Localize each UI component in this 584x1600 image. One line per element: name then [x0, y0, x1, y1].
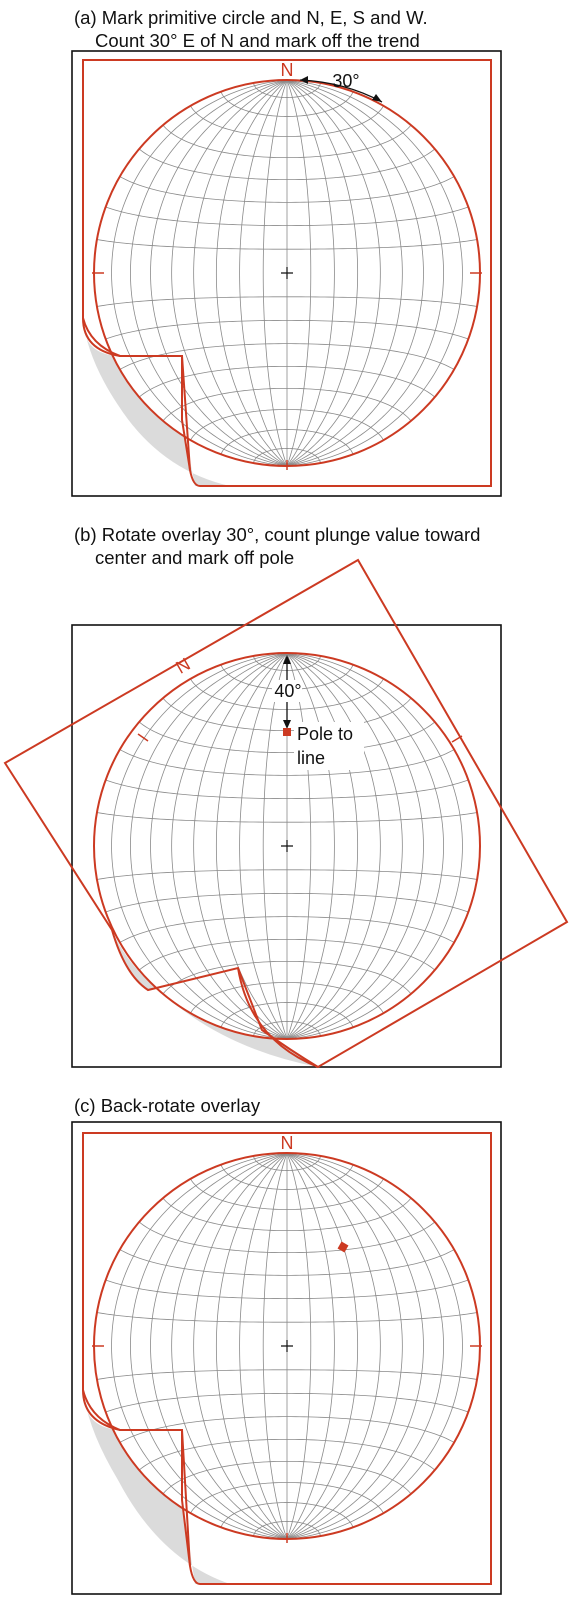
net-small-circle [96, 869, 478, 880]
net-small-circle [190, 1178, 384, 1210]
center-cross-a [281, 267, 293, 279]
tick-b-1 [137, 733, 149, 742]
net-small-circle [119, 749, 455, 776]
net-small-circle [253, 1021, 321, 1037]
net-small-circle [96, 812, 478, 823]
north-label-c: N [281, 1133, 294, 1153]
center-cross-c [281, 1340, 293, 1352]
caption-a: (a) Mark primitive circle and N, E, S an… [74, 6, 428, 52]
overlay-outline-c [82, 1132, 492, 1585]
net-small-circle [138, 1221, 436, 1254]
pole-marker-c [337, 1241, 349, 1253]
plunge-arrowhead-bottom-b [283, 720, 291, 729]
net-small-circle [96, 239, 478, 250]
net-small-circle [162, 960, 412, 995]
net-small-circle [105, 1279, 469, 1299]
net-small-circle [220, 1002, 354, 1028]
trend-angle-label-a: 30° [332, 71, 359, 91]
frame-c [71, 1121, 502, 1595]
net-small-circle [105, 206, 469, 226]
net-small-circle [105, 320, 469, 340]
net-small-circle [138, 148, 436, 181]
net-small-circle [253, 82, 321, 98]
plunge-arrowhead-top-b [283, 655, 291, 664]
net-small-circle [138, 721, 436, 754]
net-small-circle [119, 1249, 455, 1276]
net-small-circle [119, 916, 455, 943]
net-small-circle [220, 429, 354, 455]
net-small-circle [105, 1393, 469, 1413]
net-small-circle [138, 365, 436, 398]
center-cross-b [281, 840, 293, 852]
net-small-circle [190, 982, 384, 1014]
overlay-outline-a [82, 59, 492, 487]
net-small-circle [119, 1416, 455, 1443]
caption-a-line1: (a) Mark primitive circle and N, E, S an… [74, 7, 428, 28]
net-small-circle [190, 1482, 384, 1514]
net-grid-lines [96, 1153, 478, 1539]
net-small-circle [138, 938, 436, 971]
caption-c: (c) Back-rotate overlay [74, 1094, 260, 1117]
net-small-circle [162, 124, 412, 159]
plunge-angle-label-b: 40° [274, 681, 301, 701]
net-small-circle [119, 176, 455, 203]
net-small-circle [105, 779, 469, 799]
net-small-circle [220, 91, 354, 117]
net-small-circle [105, 893, 469, 913]
plunge-label-bg-b [272, 680, 302, 702]
net-small-circle [253, 1155, 321, 1171]
net-small-circle [253, 1521, 321, 1537]
net-small-circle [190, 409, 384, 441]
caption-c-line1: (c) Back-rotate overlay [74, 1095, 261, 1116]
net-small-circle [253, 448, 321, 464]
frame-b [71, 624, 502, 1068]
caption-b-line1: (b) Rotate overlay 30°, count plunge val… [74, 524, 481, 545]
pole-label-bg-b [294, 722, 364, 770]
overlay-fold-edge-c [82, 1389, 191, 1567]
net-grid-lines [96, 80, 478, 466]
net-small-circle [162, 1460, 412, 1495]
net-small-circle [138, 1438, 436, 1471]
net-small-circle [190, 105, 384, 137]
caption-a-line2: Count 30° E of N and mark off the trend [95, 30, 420, 51]
net-small-circle [162, 1197, 412, 1232]
net-small-circle [119, 343, 455, 370]
net-small-circle [162, 387, 412, 422]
trend-arrowhead-start-a [300, 76, 308, 84]
trend-arrowhead-end-a [372, 94, 382, 102]
overlay-fold-edge-b [237, 967, 319, 1068]
net-small-circle [220, 1502, 354, 1528]
tick-b-2 [451, 735, 463, 743]
caption-b: (b) Rotate overlay 30°, count plunge val… [74, 523, 480, 569]
north-label-a: N [281, 60, 294, 80]
pole-label-line1-b: Pole to [297, 724, 353, 744]
pole-label-line2-b: line [297, 748, 325, 768]
pole-marker-b [283, 728, 291, 736]
net-small-circle [220, 1164, 354, 1190]
net-small-circle [96, 1369, 478, 1380]
primitive-circle [93, 652, 481, 1040]
net-small-circle [96, 1312, 478, 1323]
caption-b-line2: center and mark off pole [95, 547, 295, 568]
net-small-circle [96, 296, 478, 307]
frame-a [71, 50, 502, 497]
overlay-fold-edge-a [82, 317, 191, 471]
